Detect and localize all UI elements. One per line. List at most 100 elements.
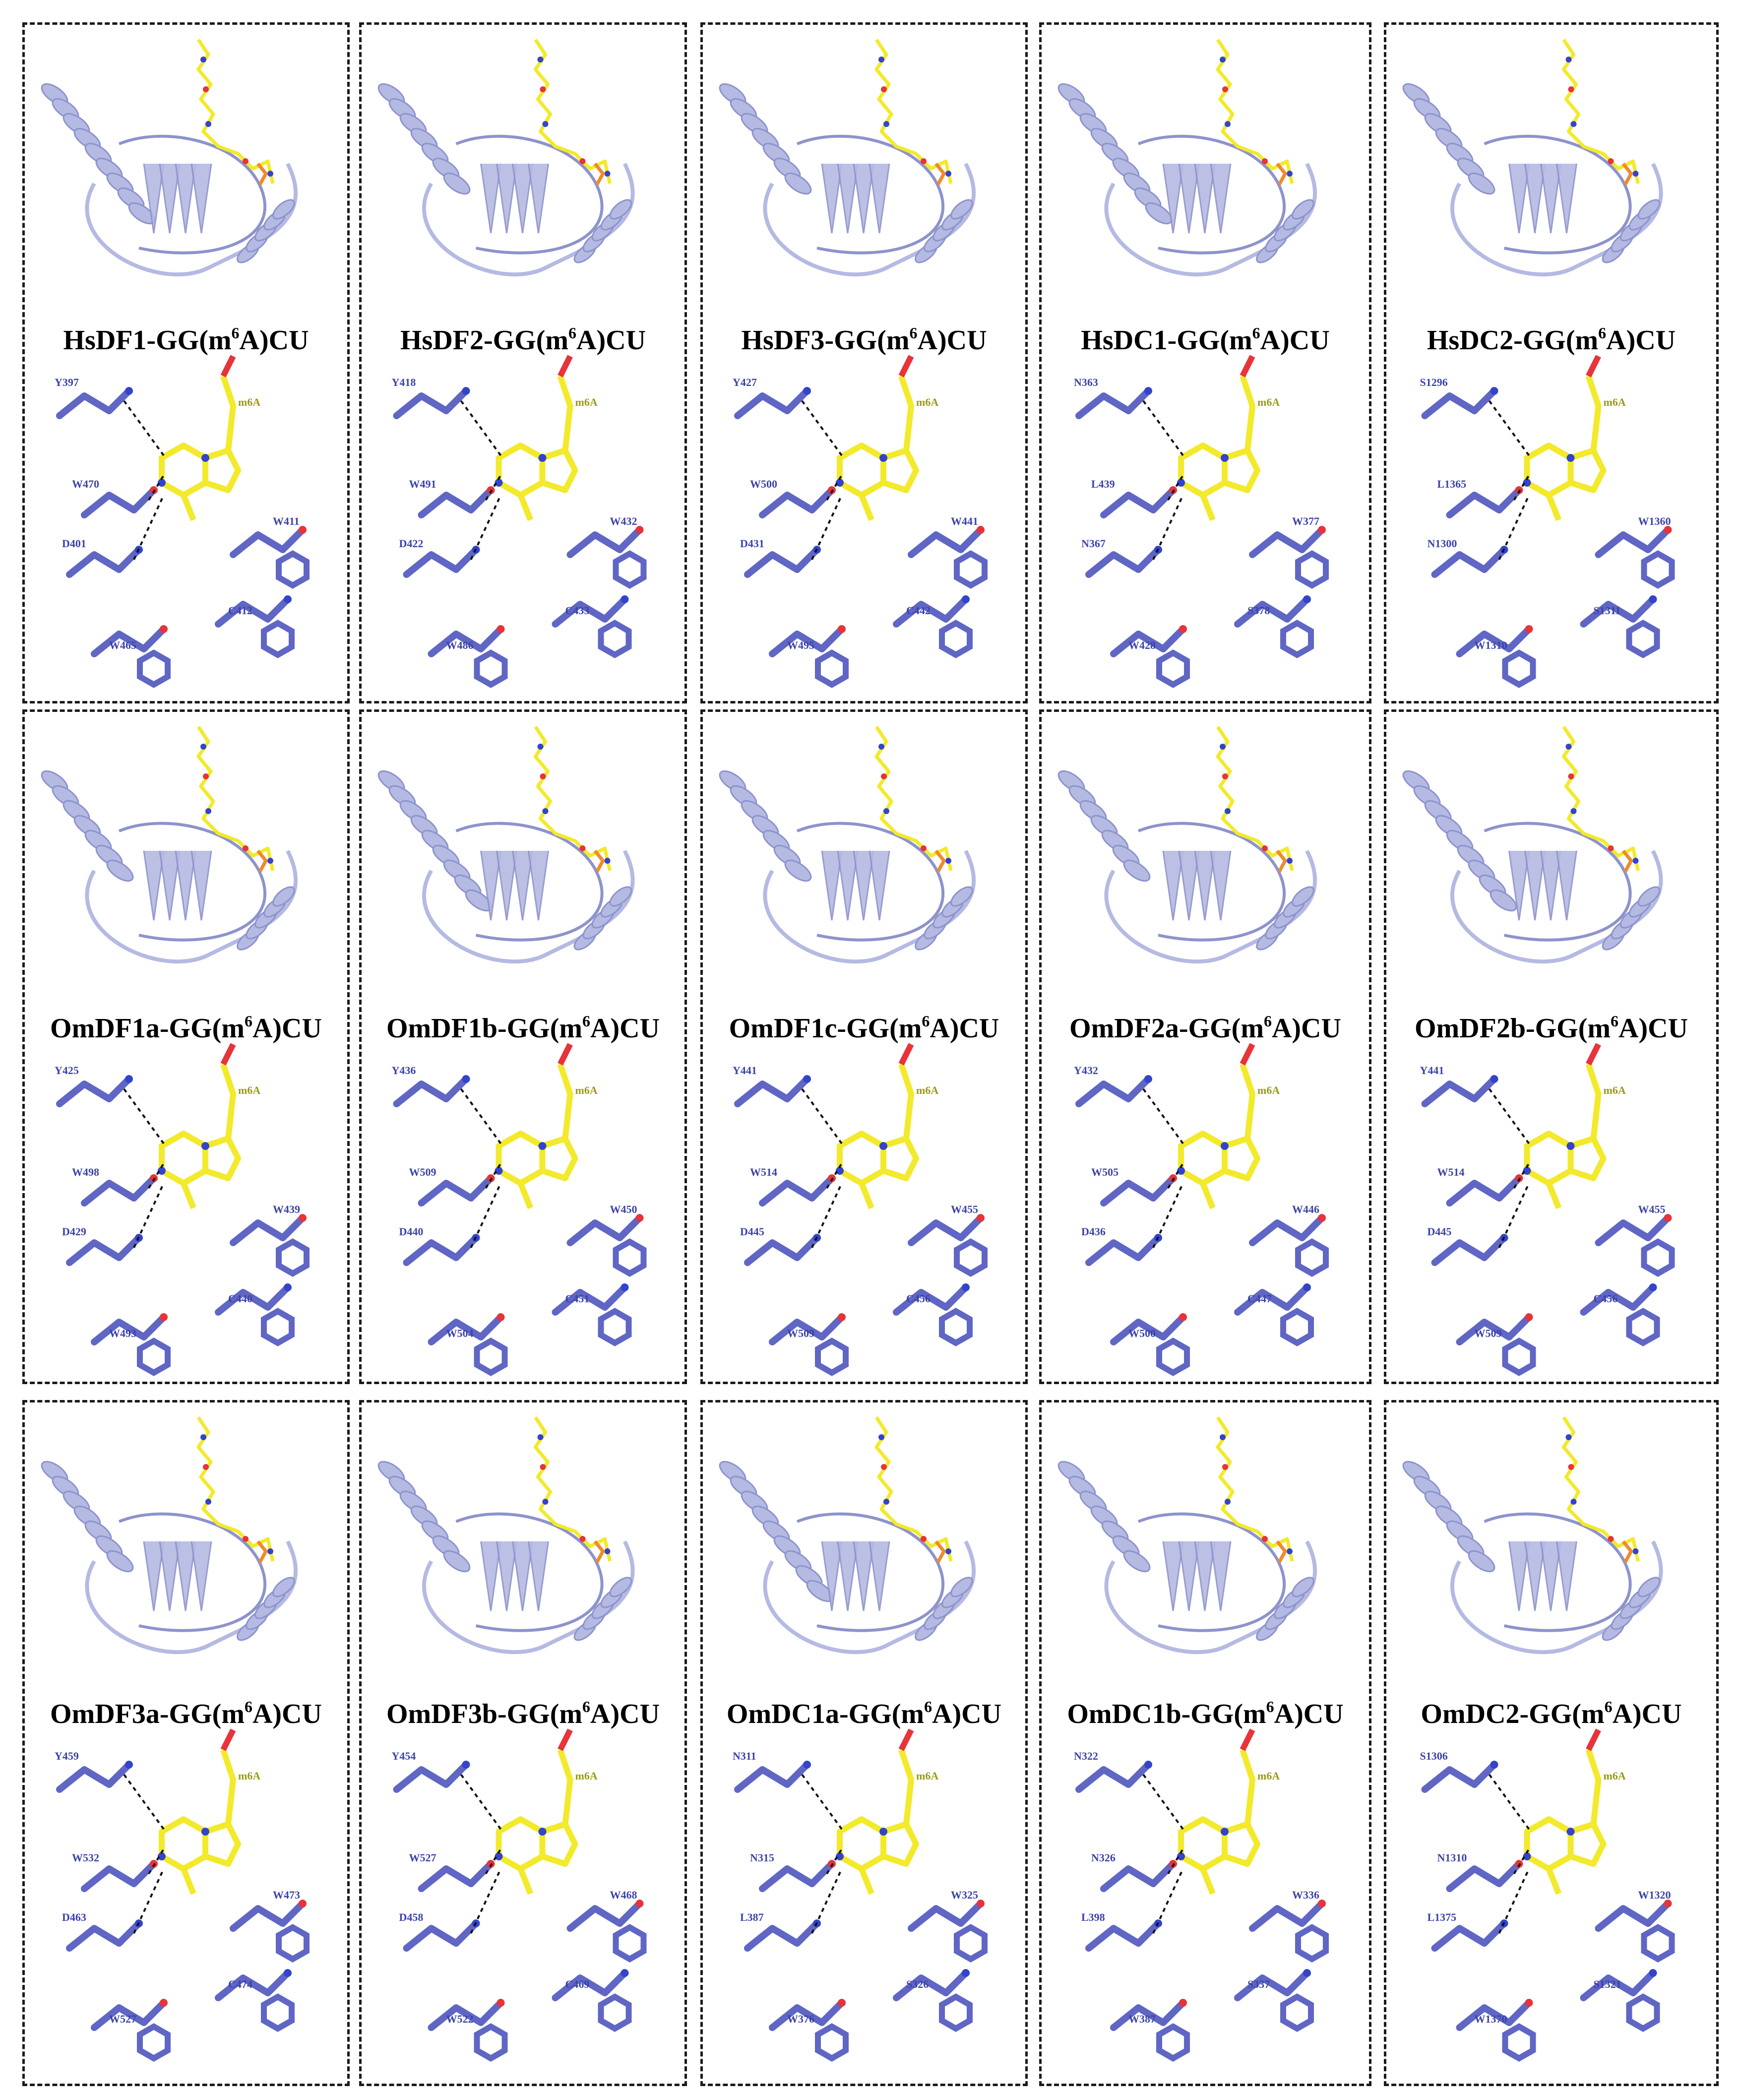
binding-pocket: m6A N322 N326 L398 W336 S337 W387	[1074, 1728, 1329, 2062]
residue-n315: N315	[750, 1848, 843, 1892]
beta-sheet-core	[422, 1512, 635, 1655]
residue-label: W446	[1292, 1203, 1319, 1215]
residue-label: L1375	[1428, 1911, 1457, 1923]
residue-label: L439	[1091, 478, 1115, 490]
residue-label: N1300	[1428, 537, 1457, 550]
residue-label: Y397	[55, 376, 79, 388]
beta-sheet-core	[763, 822, 976, 964]
rna-ligand-sticks	[874, 1416, 953, 1563]
residue-y441: Y441	[1420, 1064, 1530, 1145]
m6a-ligand: m6A	[1523, 1043, 1626, 1209]
residue-w1320: W1320	[1595, 1889, 1675, 1963]
residue-n367: N367	[1081, 495, 1184, 578]
rna-ligand-sticks	[1216, 726, 1294, 873]
helix-ribbon	[41, 770, 134, 882]
binding-pocket: m6A Y418 W491 D422 W432 C433 W486	[392, 355, 647, 688]
panel-graphics: m6A Y459 W532 D463 W473 C474 W527	[41, 1416, 310, 2062]
residue-label: S378	[1247, 604, 1270, 617]
residue-label: W1320	[1638, 1889, 1671, 1901]
panel-graphics: m6A Y432 W505 D436 W446 C447 W500	[1057, 726, 1329, 1376]
complex-name-suffix: A)CU	[1612, 1699, 1682, 1729]
complex-name-superscript: 6	[231, 324, 240, 342]
rna-ligand-sticks	[534, 726, 612, 873]
residue-w377: W377	[1249, 515, 1329, 589]
residue-label: C442	[906, 604, 931, 617]
residue-w509: W509	[769, 1313, 849, 1376]
residue-label: W468	[610, 1889, 637, 1901]
residue-label: C469	[565, 1978, 590, 1990]
binding-pocket: m6A N363 L439 N367 W377 S378 W428	[1074, 355, 1329, 688]
complex-name: OmDF3b-GG(m6A)CU	[362, 1699, 684, 1729]
residue-label: N326	[1091, 1851, 1116, 1864]
residue-w495: W495	[769, 625, 849, 688]
ligand-label: m6A	[916, 396, 938, 408]
residue-w522: W522	[428, 1999, 508, 2062]
protein-overview	[1057, 39, 1317, 277]
residue-label: W473	[273, 1889, 300, 1901]
residue-label: D445	[740, 1225, 764, 1238]
rna-ligand-sticks	[534, 1416, 612, 1563]
helix-ribbon	[719, 770, 812, 882]
panel-omdf3b: m6A Y454 W527 D458 W468 C469 W522 OmDF3b-GG(m6A…	[359, 1400, 687, 2086]
residue-y397: Y397	[55, 376, 165, 456]
complex-name: HsDF3-GG(m6A)CU	[703, 325, 1025, 354]
residue-w527: W527	[409, 1848, 502, 1892]
residue-n326: N326	[1091, 1848, 1184, 1892]
residue-l398: L398	[1081, 1868, 1184, 1952]
residue-label: Y432	[1074, 1064, 1098, 1077]
binding-pocket: m6A Y427 W500 D431 W441 C442 W495	[733, 355, 988, 688]
rna-ligand-sticks	[1562, 39, 1640, 186]
complex-name-prefix: OmDF3b-GG(m	[386, 1699, 583, 1729]
residue-w325: W325	[908, 1889, 988, 1963]
rna-ligand-sticks	[196, 726, 275, 873]
residue-c474: C474	[215, 1969, 295, 2032]
ligand-label: m6A	[916, 1084, 938, 1096]
complex-name: HsDC1-GG(m6A)CU	[1042, 325, 1369, 354]
ligand-label: m6A	[1257, 1770, 1280, 1782]
ligand-label: m6A	[1257, 396, 1280, 408]
m6a-ligand: m6A	[158, 1043, 260, 1209]
residue-d440: D440	[399, 1183, 502, 1266]
residue-label: W428	[1128, 639, 1156, 651]
residue-label: W522	[446, 2013, 474, 2025]
beta-sheet-core	[85, 822, 298, 964]
complex-name-superscript: 6	[582, 1012, 591, 1030]
beta-sheet-core	[1104, 822, 1317, 964]
residue-s1296: S1296	[1420, 376, 1530, 456]
residue-w527: W527	[91, 1999, 171, 2062]
residue-label: D445	[1428, 1225, 1452, 1238]
residue-w500: W500	[1110, 1313, 1190, 1376]
rna-ligand-sticks	[534, 39, 612, 186]
residue-label: N315	[750, 1851, 774, 1864]
residue-label: W455	[1638, 1203, 1666, 1215]
panel-omdf2b: m6A Y441 W514 D445 W455 C456 W509 OmDF2b-GG(m6A…	[1384, 709, 1719, 1384]
protein-overview	[1057, 1416, 1317, 1655]
residue-n1310: N1310	[1437, 1848, 1530, 1892]
residue-label: W377	[1292, 515, 1319, 527]
m6a-ligand: m6A	[1177, 1043, 1280, 1209]
residue-label: N1310	[1437, 1851, 1467, 1864]
residue-c451: C451	[552, 1283, 632, 1346]
panel-graphics: m6A Y441 W514 D445 W455 C456 W509	[719, 726, 988, 1376]
panel-hsdf1: m6A Y397 W470 D401 W411 C412 W465 HsDF1-GG(m6A)…	[22, 22, 350, 703]
ligand-label: m6A	[238, 1770, 260, 1782]
residue-label: W455	[951, 1203, 978, 1215]
complex-name-suffix: A)CU	[576, 325, 646, 356]
residue-label: C433	[565, 604, 590, 617]
m6a-ligand: m6A	[836, 355, 938, 521]
residue-w509: W509	[409, 1162, 502, 1207]
helix-ribbon	[377, 1461, 471, 1573]
complex-name-suffix: A)CU	[252, 1013, 322, 1044]
residue-n363: N363	[1074, 376, 1184, 456]
residue-n311: N311	[733, 1750, 843, 1830]
complex-name: OmDF1b-GG(m6A)CU	[362, 1012, 684, 1042]
complex-name-prefix: OmDF2a-GG(m	[1069, 1013, 1264, 1044]
panel-graphics: m6A Y418 W491 D422 W432 C433 W486	[377, 39, 647, 688]
residue-label: Y459	[55, 1750, 79, 1762]
panel-graphics: m6A Y441 W514 D445 W455 C456 W509	[1402, 726, 1675, 1376]
residue-w336: W336	[1249, 1889, 1329, 1963]
residue-d401: D401	[62, 495, 165, 578]
residue-d458: D458	[399, 1868, 502, 1952]
residue-s1311: S1311	[1580, 595, 1660, 658]
residue-label: W493	[109, 1327, 136, 1339]
